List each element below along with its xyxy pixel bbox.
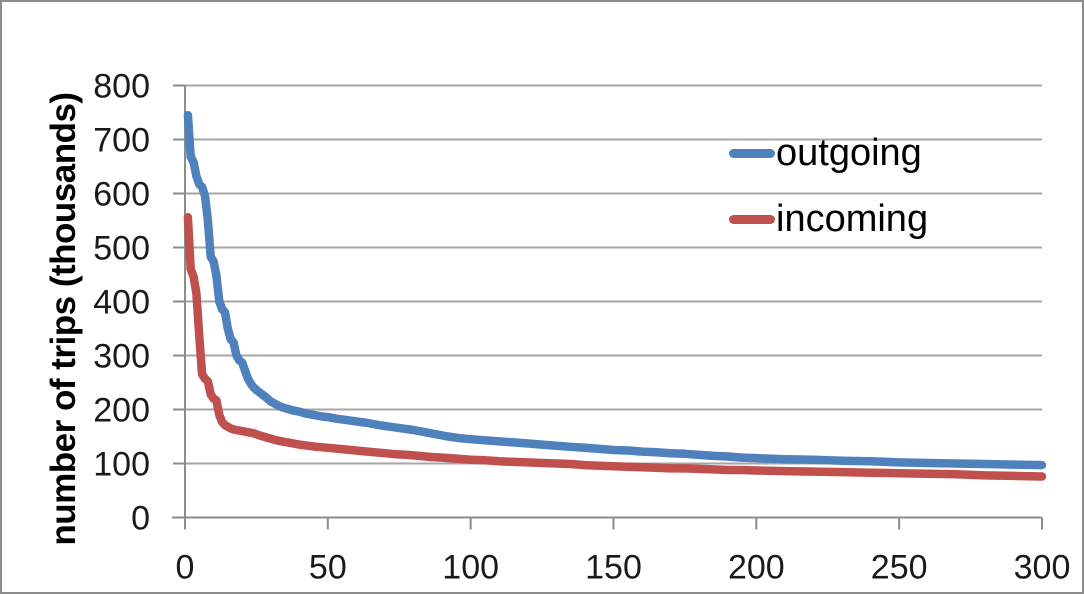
y-tick-label: 100 — [93, 446, 150, 484]
y-tick-label: 600 — [93, 176, 150, 214]
y-axis-title: number of trips (thousands) — [44, 92, 83, 546]
legend: outgoing incoming — [729, 120, 928, 252]
x-tick-label: 200 — [728, 549, 785, 587]
series-line-incoming — [183, 213, 1047, 481]
x-tick-label: 250 — [871, 549, 928, 587]
y-tick-label: 500 — [93, 230, 150, 268]
legend-label-outgoing: outgoing — [776, 132, 922, 174]
incoming-line-swatch — [729, 214, 775, 224]
x-tick-label: 300 — [1014, 549, 1071, 587]
x-tick-label: 100 — [442, 549, 499, 587]
legend-item-incoming: incoming — [729, 186, 928, 252]
x-tick-label: 150 — [585, 549, 642, 587]
y-tick-label: 300 — [93, 338, 150, 376]
y-tick-label: 200 — [93, 392, 150, 430]
y-tick-label: 700 — [93, 122, 150, 160]
x-tick-label: 50 — [309, 549, 347, 587]
y-tick-label: 400 — [93, 284, 150, 322]
legend-label-incoming: incoming — [776, 198, 929, 240]
series-line-outgoing — [183, 110, 1047, 470]
y-tick-label: 800 — [93, 68, 150, 106]
y-tick-label: 0 — [131, 500, 150, 538]
outgoing-line-swatch — [729, 148, 775, 158]
legend-item-outgoing: outgoing — [729, 120, 928, 186]
x-tick-label: 0 — [176, 549, 195, 587]
